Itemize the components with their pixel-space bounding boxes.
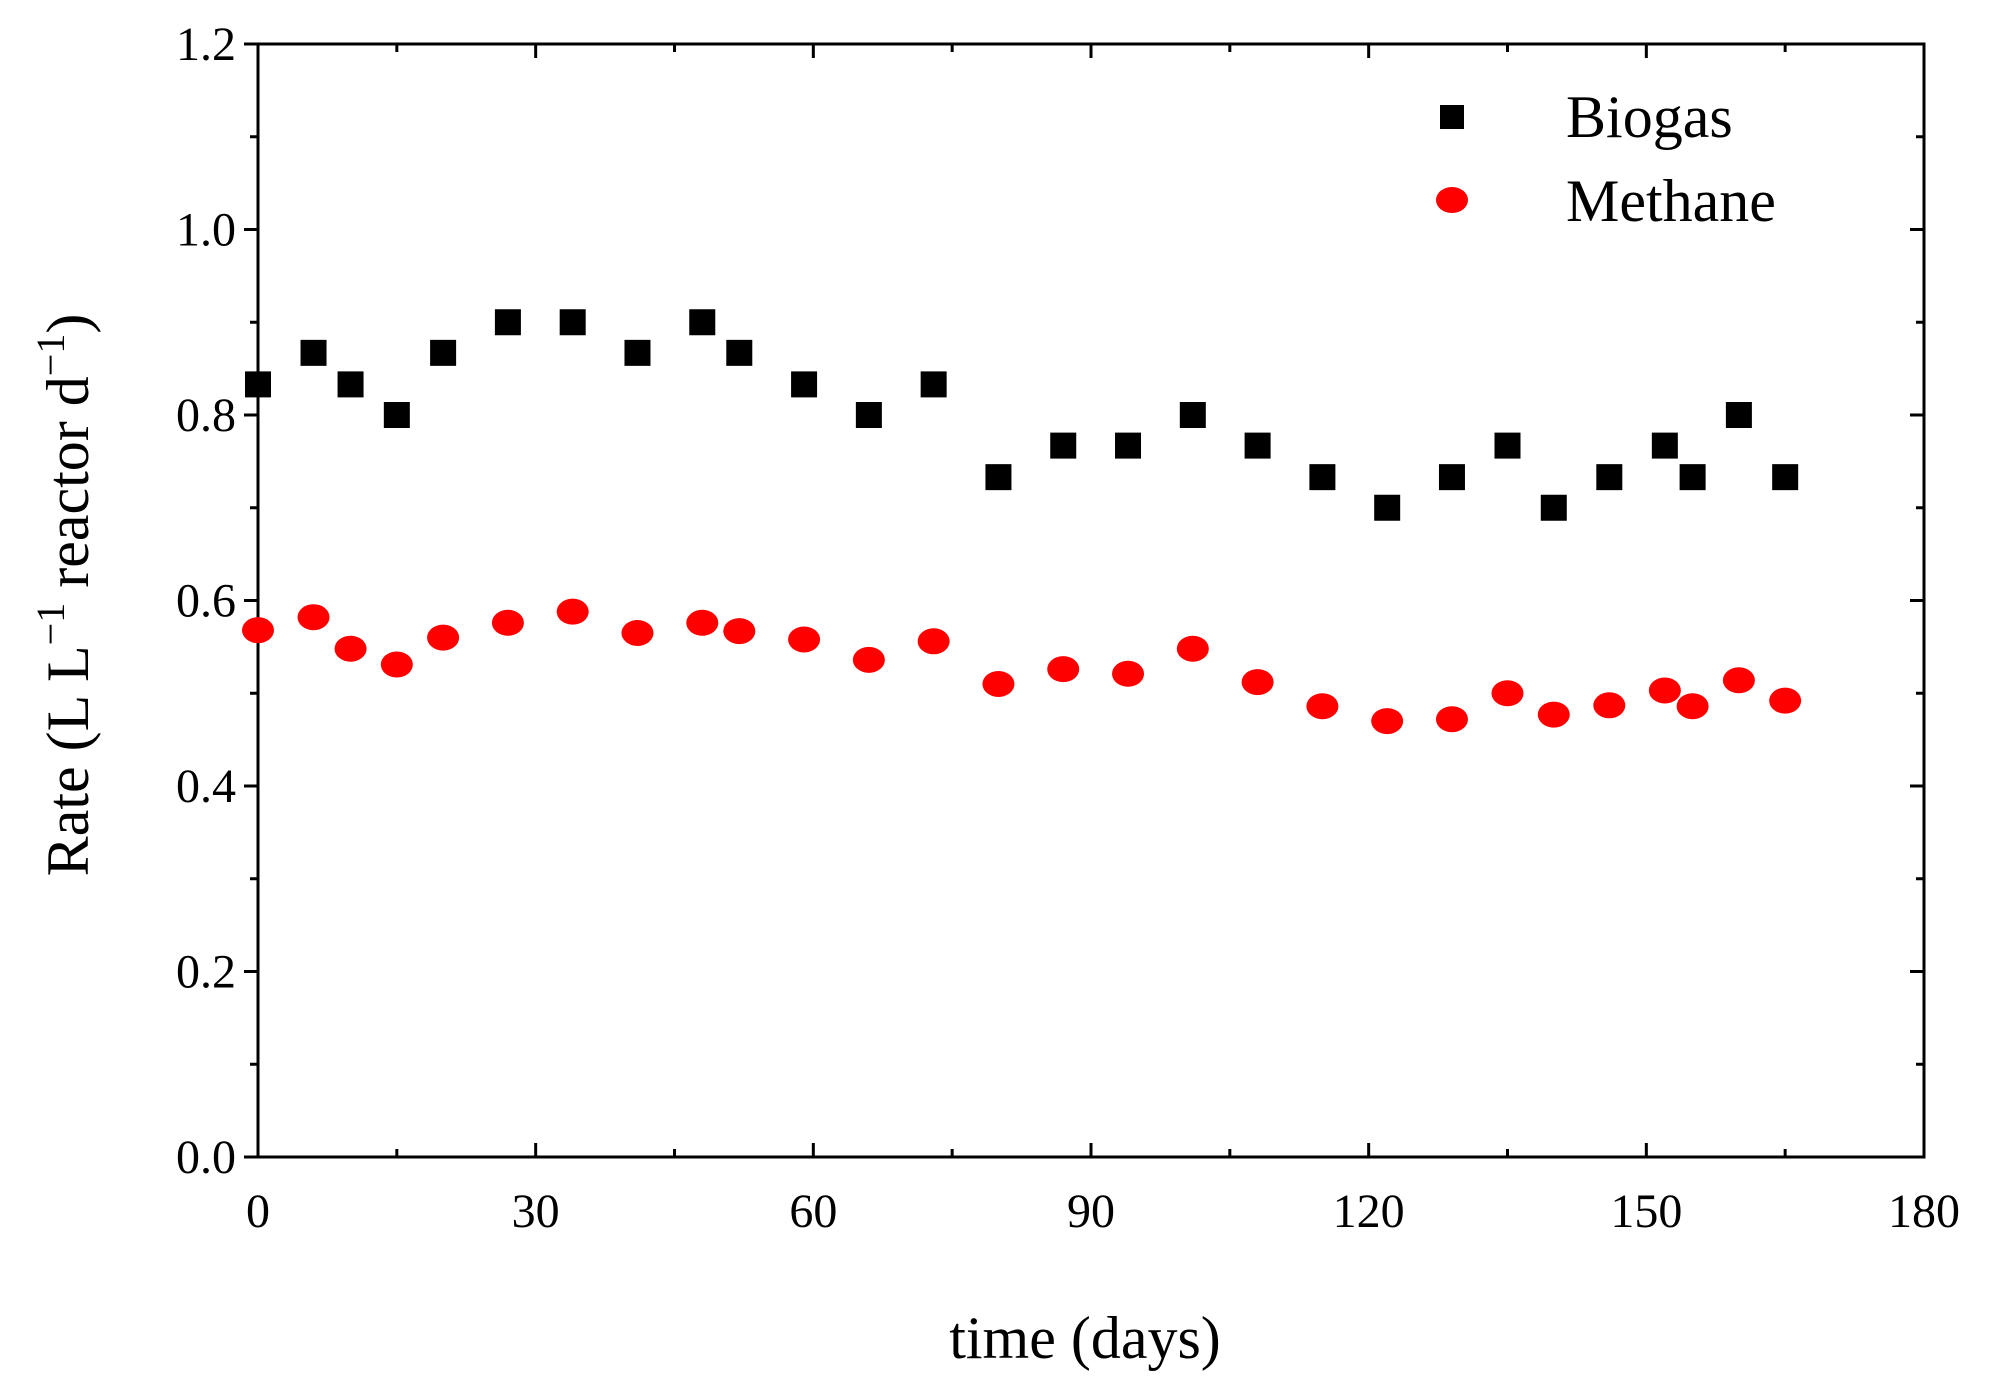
y-axis-title-middle: reactor d	[35, 376, 101, 603]
y-axis-title-main: Rate (L L	[35, 645, 101, 876]
biogas-point	[1050, 432, 1077, 459]
methane-point	[1722, 667, 1755, 694]
x-axis-ticks: 0 30 60 90 120 150 180	[246, 44, 1960, 1238]
y-axis-title-sup-1: −1	[28, 603, 73, 646]
legend-marker-methane	[1436, 187, 1468, 213]
methane-point	[1648, 677, 1681, 704]
methane-point	[1112, 660, 1145, 687]
y-tick-label: 0.2	[176, 946, 236, 999]
x-tick-label: 30	[512, 1185, 560, 1238]
methane-point	[491, 609, 524, 636]
y-tick-label: 0.0	[176, 1131, 236, 1184]
biogas-point	[1309, 464, 1336, 491]
methane-point	[1769, 687, 1802, 714]
x-tick-label: 180	[1888, 1185, 1960, 1238]
methane-point	[427, 624, 460, 651]
biogas-point	[920, 371, 947, 398]
legend-label-biogas: Biogas	[1566, 84, 1733, 150]
biogas-point	[300, 339, 327, 366]
x-tick-label: 90	[1067, 1185, 1115, 1238]
biogas-point	[1772, 464, 1799, 491]
methane-point	[1241, 669, 1274, 696]
legend: Biogas Methane	[1436, 84, 1776, 234]
methane-point	[1176, 635, 1209, 662]
methane-point	[686, 609, 719, 636]
biogas-point	[1494, 432, 1521, 459]
methane-point	[1676, 693, 1709, 720]
biogas-point	[855, 402, 882, 428]
series-biogas	[245, 309, 1799, 521]
y-tick-label: 1.2	[176, 18, 236, 71]
methane-point	[1537, 701, 1570, 728]
biogas-point	[1596, 464, 1623, 491]
methane-point	[380, 651, 413, 678]
methane-point	[982, 670, 1015, 697]
biogas-point	[1438, 464, 1465, 491]
methane-point	[1047, 656, 1080, 683]
biogas-point	[985, 464, 1012, 491]
biogas-point	[1374, 494, 1401, 521]
methane-point	[556, 598, 589, 625]
biogas-point	[1679, 464, 1706, 491]
methane-point	[1491, 680, 1524, 707]
y-tick-label: 0.6	[176, 575, 236, 628]
x-tick-label: 0	[246, 1185, 270, 1238]
legend-marker-biogas	[1440, 105, 1464, 129]
biogas-point	[1725, 402, 1752, 428]
biogas-point	[726, 339, 753, 366]
y-axis-title-sup-2: −1	[28, 334, 73, 377]
y-tick-label: 0.4	[176, 760, 236, 813]
biogas-point	[494, 309, 521, 336]
y-tick-label: 0.8	[176, 389, 236, 442]
y-tick-label: 1.0	[176, 204, 236, 257]
methane-point	[917, 628, 950, 655]
biogas-point	[430, 339, 457, 366]
x-axis-title: time (days)	[949, 1305, 1221, 1371]
series-layer	[242, 309, 1802, 735]
methane-point	[1306, 693, 1339, 720]
biogas-point	[337, 371, 364, 398]
methane-point	[788, 626, 821, 653]
biogas-point	[689, 309, 716, 336]
biogas-point	[624, 339, 651, 366]
methane-point	[852, 646, 885, 673]
methane-point	[1593, 692, 1626, 719]
legend-label-methane: Methane	[1566, 168, 1776, 234]
methane-point	[242, 617, 274, 644]
methane-point	[1435, 706, 1468, 733]
y-axis-title-end: )	[35, 314, 101, 334]
biogas-point	[383, 402, 410, 428]
methane-point	[621, 619, 654, 646]
biogas-point	[245, 371, 271, 398]
series-methane	[242, 598, 1802, 735]
methane-point	[297, 604, 330, 631]
x-tick-label: 120	[1333, 1185, 1405, 1238]
biogas-point	[1540, 494, 1567, 521]
y-axis-title: Rate (L L−1 reactor d−1)	[28, 314, 101, 877]
x-tick-label: 60	[789, 1185, 837, 1238]
y-axis-ticks: 0.0 0.2 0.4 0.6 0.8 1.0 1.2	[176, 18, 1924, 1184]
biogas-point	[791, 371, 818, 398]
x-tick-label: 150	[1610, 1185, 1682, 1238]
methane-point	[334, 635, 367, 662]
biogas-point	[1651, 432, 1678, 459]
biogas-point	[1115, 432, 1142, 459]
methane-point	[723, 618, 756, 645]
biogas-point	[1179, 402, 1206, 428]
biogas-point	[1244, 432, 1271, 459]
biogas-point	[559, 309, 586, 336]
methane-point	[1371, 708, 1404, 735]
